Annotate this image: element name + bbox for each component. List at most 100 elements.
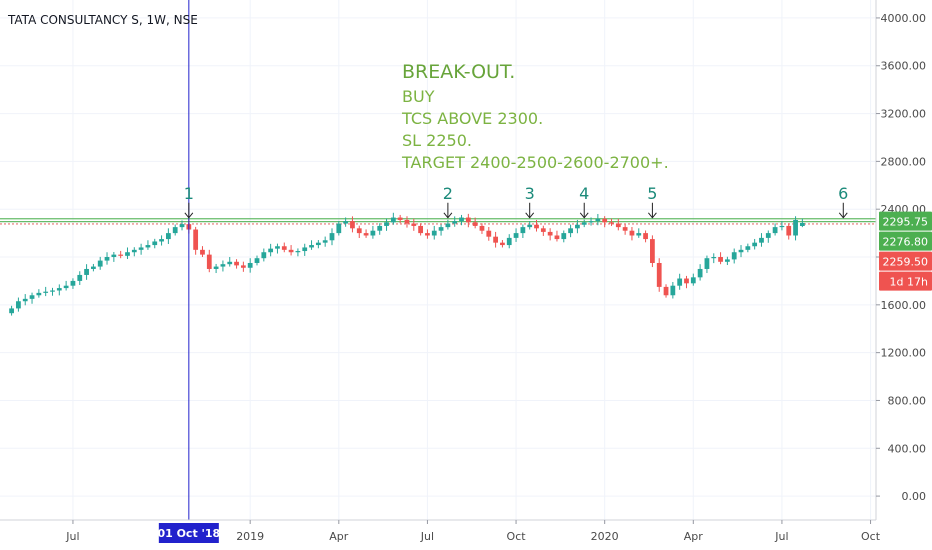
candle-body [390,217,396,223]
annotation-line-entry: TCS ABOVE 2300. [401,109,543,128]
time-axis[interactable]: Jul 2019 Apr Jul Oct 2020 Apr Jul Oct 01 Oct '18 [0,519,881,550]
breakout-arrow-head [648,212,657,219]
breakout-arrow-head [525,212,535,219]
candle-body [350,221,355,229]
candle-body [302,247,308,252]
candle-body [752,242,758,247]
y-tick-label: 3600.00 [881,60,927,73]
candle-body [200,249,205,255]
candle-body [520,227,526,234]
price-tag-label: 2259.50 [883,256,929,269]
candle-body [193,229,199,250]
candle-body [663,286,669,296]
candle-body [343,221,349,224]
candle-body [234,261,239,266]
candle-body [670,285,676,296]
y-tick-label: 2800.00 [881,155,927,168]
candle-body [799,222,805,226]
candle-body [247,262,253,268]
candle-body [356,228,362,234]
candle-body [70,280,76,286]
candle-body [22,298,28,302]
candle-body [309,245,314,248]
candle-body [738,249,744,253]
candle-body [281,246,287,250]
candle-body [731,252,737,260]
candle-body [288,249,294,253]
breakout-marker-label: 1 [184,184,194,203]
y-tick-label: 3200.00 [881,108,927,121]
x-tick-label: Apr [684,530,704,543]
candle-body [602,218,608,223]
candle-body [370,230,376,236]
candle-body [118,254,124,256]
x-tick-label: Apr [329,530,349,543]
candle-body [697,268,703,278]
candle-body [315,242,321,246]
y-tick-label: 4000.00 [881,12,927,25]
x-tick-label: 2020 [591,530,619,543]
candle-body [77,274,83,281]
candle-body [622,227,628,231]
candle-body [506,237,512,246]
x-tick-label: Jul [420,530,434,543]
breakout-marker-label: 3 [525,184,535,203]
candle-body [84,268,89,275]
x-tick-label: Oct [507,530,527,543]
candle-body [254,258,260,263]
price-axis[interactable]: 0.00400.00800.001200.001600.002000.00240… [875,0,932,520]
candle-body [227,261,233,265]
breakout-marker-label: 5 [647,184,657,203]
price-tag [879,231,932,251]
candle-body [418,225,424,234]
candle-body [725,259,730,262]
breakout-arrow-head [838,212,848,219]
candle-body [336,223,342,234]
candle-body [704,258,710,269]
price-tag-label: 1d 17h [890,276,928,289]
breakout-markers: 1 2 3 4 5 6 [184,184,848,219]
candle-body [36,292,42,296]
candle-body [786,225,792,236]
candle-body [540,228,546,232]
candle-body [275,246,280,249]
candle-body [384,222,389,226]
candle-body [656,262,662,287]
candle-body [172,227,178,234]
candle-body [465,217,471,223]
candle-body [111,254,117,258]
resistance-lines [0,218,876,225]
candle-body [220,264,226,267]
candle-body [459,217,464,222]
candle-body [56,288,62,291]
y-tick-label: 400.00 [888,442,927,455]
candle-body [159,239,164,242]
candle-body [206,254,212,269]
annotation-line-stoploss: SL 2250. [402,131,472,150]
annotation-line-buy: BUY [402,87,435,106]
price-tag-label: 2276.80 [883,236,929,249]
candle-body [765,233,771,238]
y-tick-label: 0.00 [902,490,927,503]
price-tag [879,271,932,291]
candle-body [745,246,751,250]
candle-body [615,223,621,228]
candle-body [609,222,614,224]
candle-body [404,219,410,224]
annotation-title: BREAK-OUT. [402,61,515,83]
candle-body [145,245,151,248]
x-tick-label: Oct [861,530,881,543]
candle-body [138,247,144,250]
candle-body [438,227,444,231]
price-tag-label: 2295.75 [883,216,929,229]
candle-body [104,257,110,261]
candle-body [377,225,383,231]
candle-body [527,224,533,228]
candle-body [568,228,573,234]
candle-body [677,278,683,286]
crosshair-time-label: 01 Oct '18 [157,527,220,540]
y-tick-label: 1200.00 [881,347,927,360]
candle-body [575,224,580,229]
candle-body [16,301,21,309]
